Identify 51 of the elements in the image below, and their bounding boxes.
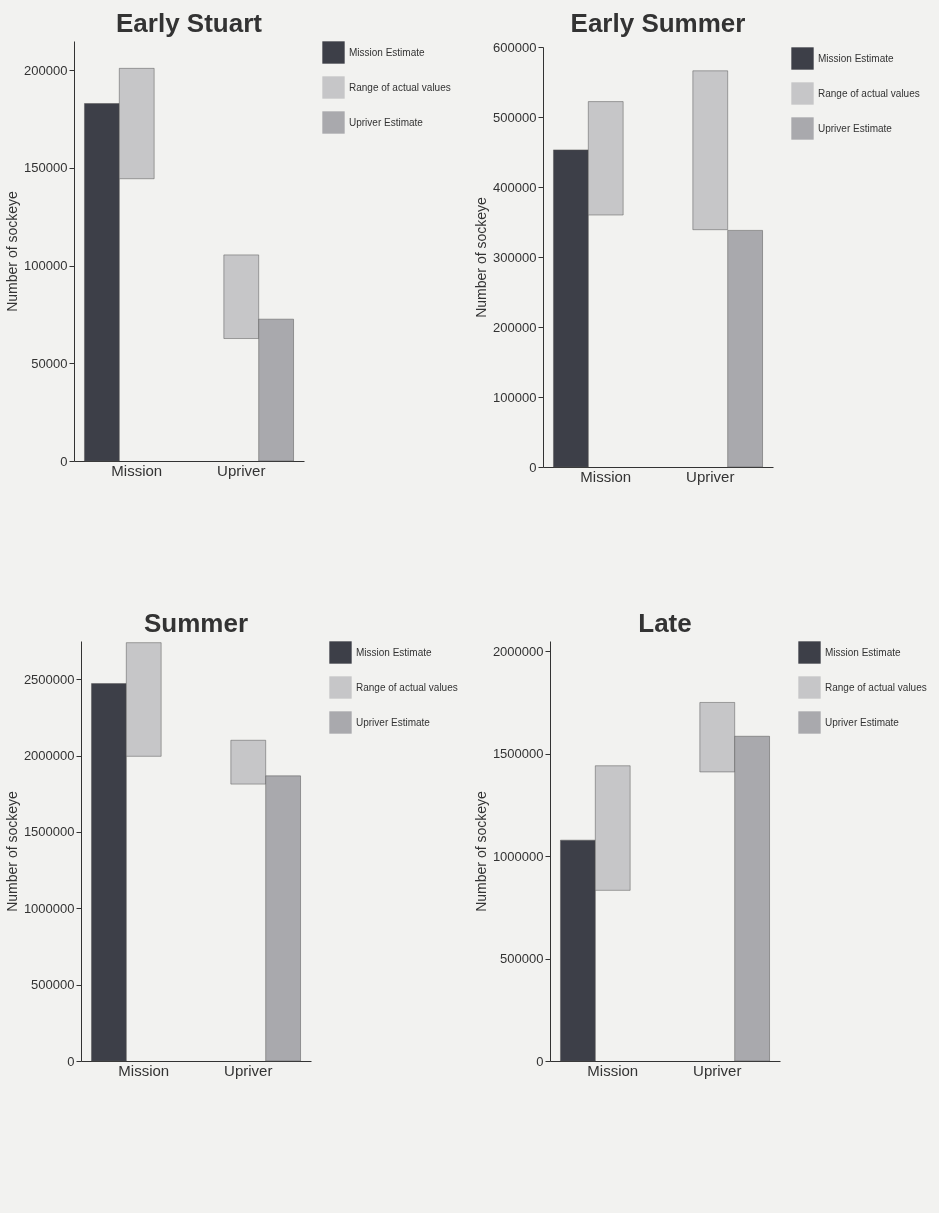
x-tick-label: Mission <box>587 1061 639 1079</box>
y-tick-label: 1000000 <box>23 900 75 916</box>
legend-label: Upriver Estimate <box>349 116 424 128</box>
chart-title: Early Summer <box>570 8 746 38</box>
y-tick-label: 2500000 <box>23 671 75 687</box>
x-tick-label: Mission <box>580 467 632 485</box>
legend-label: Upriver Estimate <box>825 716 900 728</box>
y-tick-label: 0 <box>529 459 537 475</box>
y-tick-label: 200000 <box>493 319 537 335</box>
x-tick-label: Mission <box>118 1061 170 1079</box>
y-tick-label: 0 <box>67 1053 75 1069</box>
y-tick-label: 150000 <box>24 160 68 176</box>
y-tick-label: 0 <box>536 1053 544 1069</box>
legend-label: Upriver Estimate <box>356 716 431 728</box>
x-tick-label: Upriver <box>686 467 735 485</box>
y-tick-label: 600000 <box>493 39 537 55</box>
chart-title: Late <box>638 608 692 638</box>
y-tick-label: 100000 <box>493 389 537 405</box>
y-tick-label: 100000 <box>24 258 68 274</box>
x-tick-label: Upriver <box>217 461 266 479</box>
y-tick-label: 0 <box>60 453 68 469</box>
y-tick-label: 1000000 <box>492 848 544 864</box>
y-axis-title: Number of sockeye <box>473 196 490 318</box>
y-tick-label: 2000000 <box>492 643 544 659</box>
y-tick-label: 50000 <box>31 355 68 371</box>
y-tick-label: 300000 <box>493 249 537 265</box>
y-tick-label: 200000 <box>24 62 68 78</box>
y-tick-label: 500000 <box>31 977 75 993</box>
legend-label: Mission Estimate <box>825 646 902 658</box>
y-axis-title: Number of sockeye <box>3 790 20 912</box>
legend-label: Range of actual values <box>349 81 451 93</box>
legend-label: Upriver Estimate <box>818 122 893 134</box>
y-tick-label: 1500000 <box>23 824 75 840</box>
y-tick-label: 400000 <box>493 179 537 195</box>
y-axis-title: Number of sockeye <box>472 790 489 912</box>
legend-label: Mission Estimate <box>818 52 895 64</box>
legend-label: Mission Estimate <box>356 646 433 658</box>
x-tick-label: Upriver <box>224 1061 273 1079</box>
chart-title: Summer <box>143 608 249 638</box>
y-tick-label: 500000 <box>493 109 537 125</box>
y-tick-label: 1500000 <box>492 746 544 762</box>
y-axis-title: Number of sockeye <box>4 190 21 312</box>
x-tick-label: Upriver <box>693 1061 742 1079</box>
legend-label: Range of actual values <box>825 681 927 693</box>
legend-label: Range of actual values <box>818 87 920 99</box>
legend-label: Range of actual values <box>356 681 458 693</box>
chart-title: Early Stuart <box>116 8 263 38</box>
legend-label: Mission Estimate <box>349 46 426 58</box>
y-tick-label: 500000 <box>500 951 544 967</box>
y-tick-label: 2000000 <box>23 748 75 764</box>
x-tick-label: Mission <box>111 461 163 479</box>
